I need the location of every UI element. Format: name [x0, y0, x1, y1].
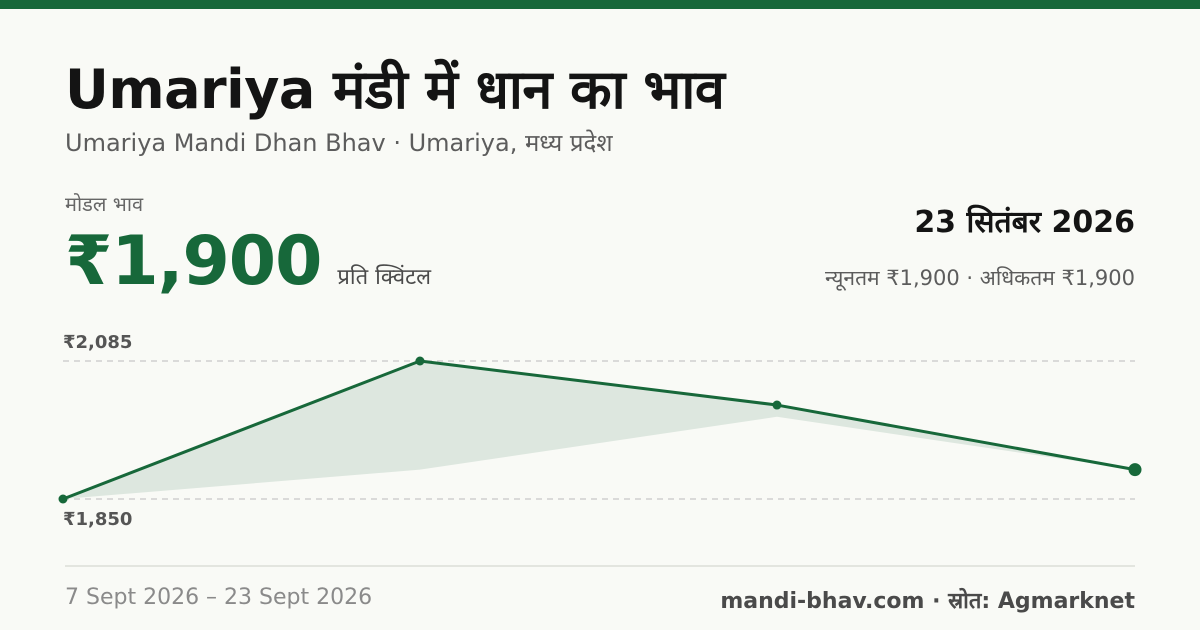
footer-date-range: 7 Sept 2026 – 23 Sept 2026 [65, 585, 373, 610]
top-accent-bar [0, 0, 1200, 9]
data-point-2 [772, 400, 782, 410]
price-row: ₹1,900 प्रति क्विंटल [65, 222, 431, 301]
page-title: Umariya मंडी में धान का भाव [65, 58, 725, 121]
min-max-range: न्यूनतम ₹1,900 · अधिकतम ₹1,900 [825, 266, 1135, 290]
price-date: 23 सितंबर 2026 [914, 205, 1135, 240]
page-subtitle: Umariya Mandi Dhan Bhav · Umariya, मध्य … [65, 129, 613, 157]
modal-price-value: ₹1,900 [65, 222, 322, 301]
y-tick-label-min: ₹1,850 [63, 509, 133, 530]
data-point-1 [415, 356, 425, 366]
y-tick-label-max: ₹2,085 [63, 332, 133, 353]
footer-source: mandi-bhav.com · स्रोत: Agmarknet [720, 589, 1135, 614]
modal-price-label: मोडल भाव [65, 192, 144, 216]
chart-svg [58, 356, 1142, 504]
data-point-0 [58, 494, 68, 504]
price-trend-chart: ₹2,085 ₹1,850 [0, 320, 1200, 550]
data-point-3 [1128, 463, 1142, 477]
footer-divider [65, 565, 1135, 567]
price-unit: प्रति क्विंटल [337, 265, 432, 290]
modal-price-line [62, 359, 1136, 501]
